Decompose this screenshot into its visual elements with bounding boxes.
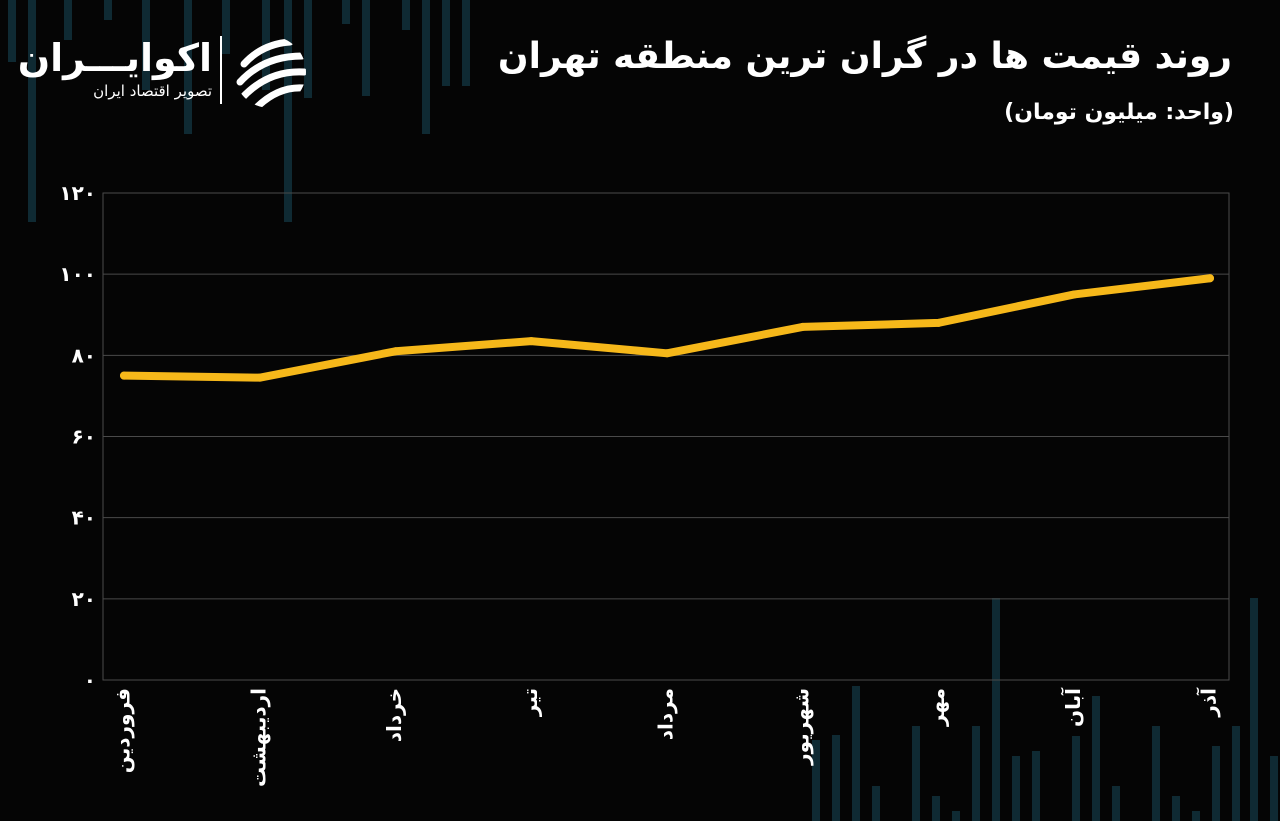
- decor-bar: [462, 0, 470, 86]
- decor-bar: [402, 0, 410, 30]
- x-tick-label: تیر: [518, 688, 542, 717]
- decor-bar: [912, 726, 920, 821]
- decor-bar: [184, 0, 192, 134]
- y-tick-label: ۴۰: [72, 506, 96, 530]
- brand-name: اکوایـــران: [17, 36, 212, 80]
- y-tick-label: ۲۰: [72, 587, 96, 611]
- decor-bar: [422, 0, 430, 134]
- data-point: [255, 373, 264, 382]
- decor-bar: [812, 740, 820, 821]
- decor-bar: [64, 0, 72, 40]
- decor-bar: [142, 0, 150, 90]
- decor-bar: [852, 686, 860, 821]
- decor-bar: [222, 0, 230, 54]
- decor-bar: [1032, 751, 1040, 821]
- data-point: [120, 371, 128, 380]
- decor-bar: [1212, 746, 1220, 821]
- decor-bar: [362, 0, 370, 96]
- decor-bar: [1172, 796, 1180, 821]
- decor-bar: [952, 811, 960, 821]
- decor-bar: [8, 0, 16, 62]
- plot-area-border: [102, 192, 1230, 681]
- price-series-line: [120, 274, 1214, 382]
- decor-bar: [1112, 786, 1120, 821]
- ecoiran-stripes-logo-icon: [236, 38, 306, 108]
- data-point: [663, 349, 671, 358]
- y-tick-label: ۱۲۰: [59, 181, 96, 205]
- decor-bar: [1092, 696, 1100, 821]
- brand-tagline: تصویر اقتصاد ایران: [93, 82, 212, 100]
- y-tick-label: ۸۰: [72, 343, 96, 367]
- x-tick-label: اردیبهشت: [246, 688, 270, 787]
- decor-bar: [1232, 726, 1240, 821]
- data-point: [1070, 290, 1079, 299]
- data-point: [1206, 274, 1214, 283]
- x-tick-label: شهریور: [789, 688, 813, 766]
- decor-bar: [972, 726, 980, 821]
- decor-bar: [28, 0, 36, 222]
- decor-bar: [872, 786, 880, 821]
- brand-logo: اکوایـــران تصویر اقتصاد ایران: [17, 32, 318, 108]
- data-point: [527, 337, 536, 346]
- x-tick-label: مهر: [925, 688, 949, 727]
- decor-bar: [442, 0, 450, 86]
- decor-bar: [1250, 598, 1258, 821]
- x-tick-label: آبان: [1060, 687, 1085, 727]
- y-tick-label: ۶۰: [72, 425, 96, 449]
- data-point: [934, 318, 943, 327]
- decor-bar: [1152, 726, 1160, 821]
- x-tick-label: آذر: [1196, 687, 1221, 718]
- decor-bar: [342, 0, 350, 24]
- decor-bar: [1270, 756, 1278, 821]
- chart-title: روند قیمت ها در گران ترین منطقه تهران: [497, 36, 1232, 77]
- y-tick-label: ۱۰۰: [59, 262, 96, 286]
- brand-separator: [220, 36, 222, 104]
- data-point: [391, 347, 400, 356]
- decor-bar: [992, 598, 1000, 821]
- x-tick-label: مرداد: [654, 688, 678, 740]
- y-tick-label: ۰: [84, 668, 96, 692]
- data-point: [798, 322, 807, 331]
- chart-unit-label: (واحد: میلیون تومان): [1004, 100, 1234, 125]
- decor-bar: [1192, 811, 1200, 821]
- decor-bar: [304, 0, 312, 98]
- x-tick-label: خرداد: [382, 688, 406, 742]
- x-tick-label: فروردین: [111, 688, 135, 773]
- decor-bar: [932, 796, 940, 821]
- decor-bar: [284, 0, 292, 222]
- decor-bar: [1012, 756, 1020, 821]
- decor-bar: [104, 0, 112, 20]
- decor-bar: [832, 735, 840, 821]
- decor-bar: [1072, 736, 1080, 821]
